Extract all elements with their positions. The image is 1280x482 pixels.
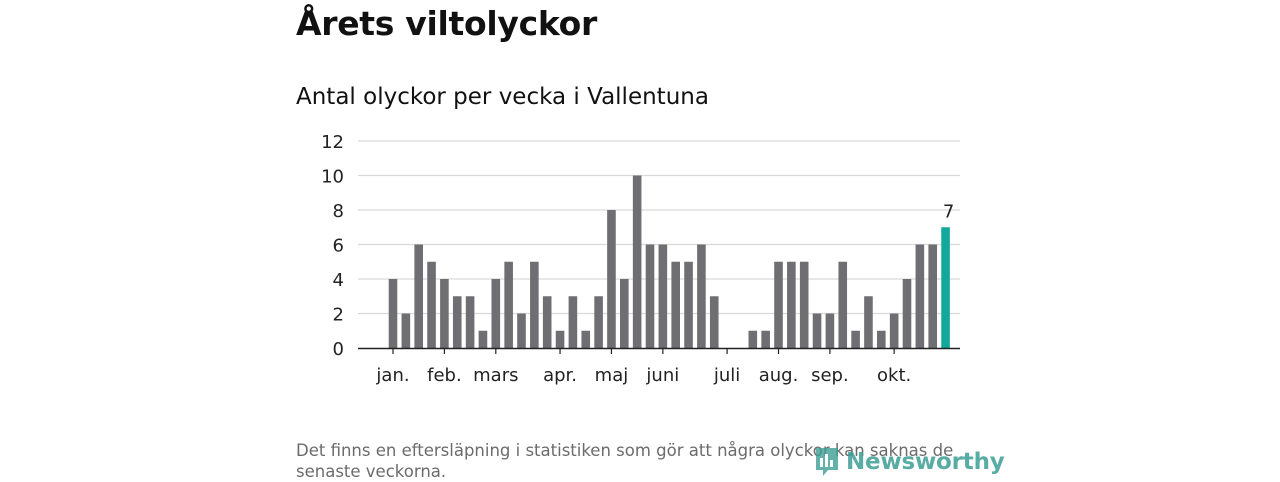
bar — [761, 330, 770, 348]
bar — [671, 261, 680, 348]
x-tick-label: mars — [473, 365, 518, 386]
newsworthy-logo-text: Newsworthy — [846, 449, 1005, 475]
bar — [799, 261, 809, 348]
bar — [594, 296, 603, 348]
bar — [658, 244, 668, 348]
bar — [517, 313, 526, 348]
chart-title: Årets viltolyckor — [296, 4, 597, 43]
bar — [607, 210, 616, 348]
bar — [684, 261, 693, 348]
chart-subtitle: Antal olyckor per vecka i Vallentuna — [296, 84, 709, 110]
bar-highlight — [941, 227, 950, 348]
x-tick-label: juli — [713, 365, 740, 386]
bar — [620, 279, 629, 348]
bar — [491, 279, 501, 348]
footnote: Det finns en eftersläpning i statistiken… — [296, 441, 954, 481]
bar — [902, 279, 912, 348]
x-tick-label: juni — [645, 365, 679, 386]
bar — [825, 313, 835, 348]
bar — [478, 330, 488, 348]
bar — [812, 313, 822, 348]
bar — [697, 244, 706, 348]
bar — [838, 261, 848, 348]
newsworthy-logo-icon — [816, 448, 838, 476]
x-tick-label: sep. — [811, 365, 849, 386]
bar — [542, 296, 552, 348]
bar — [709, 296, 719, 348]
bar — [581, 330, 591, 348]
bar — [748, 330, 758, 348]
bar — [504, 261, 513, 348]
bar — [864, 296, 873, 348]
bars: 7 — [388, 175, 954, 348]
bar — [645, 244, 655, 348]
y-tick-label: 8 — [333, 201, 344, 222]
y-tick-label: 6 — [333, 236, 344, 257]
bar — [632, 175, 642, 348]
x-tick-label: maj — [595, 365, 629, 386]
bar — [555, 330, 565, 348]
data-label: 7 — [943, 201, 954, 222]
bar — [928, 244, 937, 348]
y-axis-ticks: 0 2 4 6 8 10 12 — [321, 132, 344, 360]
bar — [851, 330, 860, 348]
bar — [427, 261, 436, 348]
bar — [414, 244, 423, 348]
y-tick-label: 4 — [333, 270, 344, 291]
bar — [915, 244, 925, 348]
x-tick-label: aug. — [759, 365, 799, 386]
bar — [568, 296, 578, 348]
bar — [530, 261, 539, 348]
bar-chart: 0 2 4 6 8 10 12 7 jan. feb. mars apr. maj juni juli a… — [321, 132, 960, 386]
newsworthy-logo: Newsworthy — [814, 446, 1005, 478]
x-tick-label: apr. — [543, 365, 577, 386]
bar — [889, 313, 899, 348]
bar — [401, 313, 411, 348]
x-tick-label: jan. — [375, 365, 409, 386]
x-tick-label: feb. — [427, 365, 462, 386]
bar — [774, 261, 783, 348]
y-tick-label: 2 — [333, 305, 344, 326]
bar — [787, 261, 796, 348]
x-tick-label: okt. — [877, 365, 911, 386]
bar — [452, 296, 462, 348]
x-axis: jan. feb. mars apr. maj juni juli aug. sep. okt. — [358, 347, 960, 386]
y-tick-label: 12 — [321, 132, 344, 153]
y-tick-label: 0 — [333, 339, 344, 360]
bar — [440, 279, 449, 348]
bar — [388, 279, 398, 348]
bar — [877, 330, 886, 348]
bar — [465, 296, 475, 348]
y-tick-label: 10 — [321, 167, 344, 188]
